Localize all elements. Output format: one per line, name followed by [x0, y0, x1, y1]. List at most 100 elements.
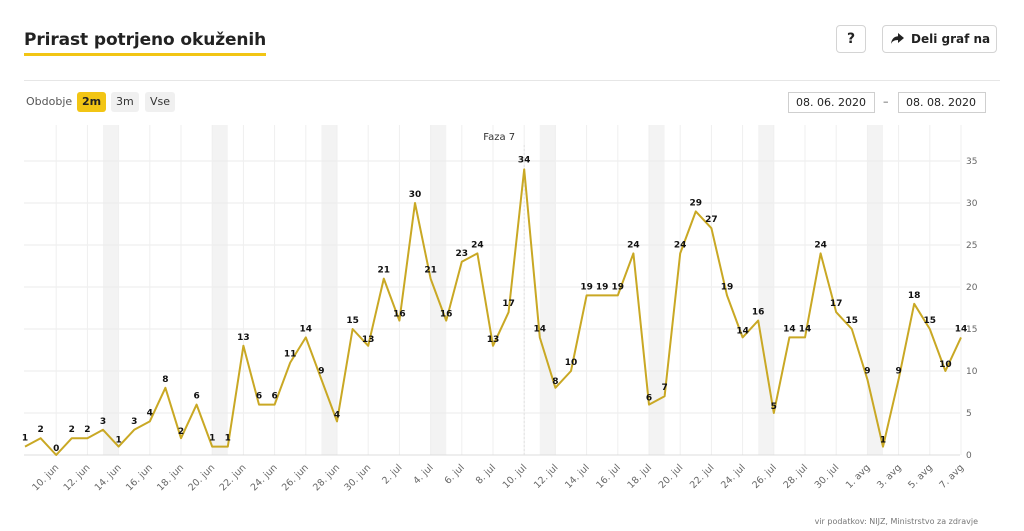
header-divider — [24, 80, 1000, 81]
weekend-band — [758, 125, 774, 455]
data-label: 24 — [814, 240, 827, 250]
data-label: 6 — [256, 392, 262, 402]
x-tick-label: 18. jul — [626, 462, 655, 491]
data-label: 24 — [627, 240, 640, 250]
x-tick-label: 28. jul — [782, 462, 811, 491]
data-label: 14 — [783, 324, 796, 334]
data-label: 15 — [924, 316, 937, 326]
data-label: 9 — [864, 366, 870, 376]
series-line — [24, 168, 962, 456]
y-tick-label: 5 — [966, 409, 972, 419]
data-label: 21 — [424, 266, 437, 276]
data-label: 16 — [393, 310, 406, 320]
weekend-band — [103, 125, 119, 455]
data-label: 10 — [939, 360, 952, 370]
data-label: 7 — [661, 383, 667, 393]
x-tick-label: 1. avg — [844, 462, 873, 491]
data-label: 15 — [846, 316, 859, 326]
data-label: 14 — [799, 324, 812, 334]
x-tick-label: 3. avg — [875, 462, 904, 491]
y-tick-label: 30 — [966, 199, 978, 209]
data-label: 15 — [346, 316, 359, 326]
source-note: vir podatkov: NIJZ, Ministrstvo za zdrav… — [814, 517, 978, 526]
y-tick-label: 0 — [966, 451, 972, 461]
period-all-button[interactable]: Vse — [145, 92, 176, 112]
x-tick-label: 14. jul — [563, 462, 592, 491]
annotation-label: Faza 7 — [483, 132, 515, 143]
x-tick-label: 24. jun — [249, 462, 280, 493]
data-label: 19 — [721, 282, 734, 292]
data-label: 30 — [409, 190, 422, 200]
date-from-field[interactable]: 08. 06. 2020 — [788, 92, 875, 113]
data-label: 5 — [771, 402, 777, 412]
data-label: 1 — [209, 434, 215, 444]
weekend-band — [649, 125, 665, 455]
chart-title: Prirast potrjeno okuženih — [24, 30, 266, 56]
y-tick-label: 10 — [966, 367, 978, 377]
data-label: 4 — [147, 408, 153, 418]
y-tick-label: 35 — [966, 157, 977, 167]
x-tick-label: 16. jun — [124, 462, 155, 493]
x-tick-label: 28. jun — [311, 462, 342, 493]
x-tick-label: 12. jun — [62, 462, 93, 493]
date-to-field[interactable]: 08. 08. 2020 — [898, 92, 986, 113]
data-label: 14 — [300, 324, 313, 334]
period-3m-button[interactable]: 3m — [111, 92, 139, 112]
data-label: 6 — [271, 392, 277, 402]
data-label: 6 — [193, 392, 199, 402]
data-label: 2 — [69, 425, 75, 435]
x-tick-label: 24. jul — [719, 462, 748, 491]
data-label: 10 — [565, 358, 578, 368]
y-tick-label: 15 — [966, 325, 977, 335]
data-label: 14 — [955, 324, 968, 334]
y-tick-label: 25 — [966, 241, 977, 251]
weekend-band — [539, 125, 556, 455]
x-tick-label: 2. jul — [380, 462, 404, 486]
data-label: 29 — [690, 198, 703, 208]
data-label: 19 — [612, 282, 625, 292]
x-tick-label: 4. jul — [411, 462, 435, 486]
data-label: 1 — [22, 434, 28, 444]
data-label: 2 — [37, 425, 43, 435]
data-label: 23 — [456, 249, 469, 259]
data-label: 3 — [100, 417, 106, 427]
data-label: 9 — [318, 366, 324, 376]
period-label: Obdobje — [26, 95, 73, 108]
data-label: 27 — [705, 215, 718, 225]
x-tick-label: 10. jun — [30, 462, 61, 493]
x-tick-label: 26. jun — [280, 462, 311, 493]
help-button[interactable]: ? — [836, 25, 866, 53]
weekend-band — [430, 125, 447, 455]
weekend-band — [212, 125, 228, 455]
data-label: 13 — [237, 333, 250, 343]
data-label: 8 — [162, 375, 168, 385]
share-button[interactable]: Deli graf na — [882, 25, 997, 53]
x-tick-label: 22. jun — [218, 462, 249, 493]
data-label: 19 — [596, 282, 609, 292]
data-label: 24 — [471, 240, 484, 250]
x-tick-label: 6. jul — [443, 462, 467, 486]
x-tick-label: 12. jul — [532, 462, 561, 491]
data-label: 4 — [334, 410, 340, 420]
data-label: 24 — [674, 240, 687, 250]
date-separator: – — [883, 95, 889, 108]
data-label: 2 — [178, 427, 184, 437]
data-label: 6 — [646, 394, 652, 404]
data-label: 18 — [908, 291, 921, 301]
x-tick-label: 20. jul — [657, 462, 686, 491]
data-label: 21 — [378, 266, 391, 276]
data-label: 3 — [131, 417, 137, 427]
data-label: 13 — [362, 335, 375, 345]
data-label: 11 — [284, 350, 297, 360]
period-2m-button[interactable]: 2m — [77, 92, 107, 112]
data-label: 8 — [552, 377, 558, 387]
data-label: 17 — [830, 299, 843, 309]
data-label: 19 — [580, 282, 593, 292]
x-tick-label: 22. jul — [688, 462, 717, 491]
data-label: 14 — [736, 326, 749, 336]
x-tick-label: 26. jul — [750, 462, 779, 491]
x-tick-label: 5. avg — [906, 462, 935, 491]
data-label: 14 — [534, 324, 547, 334]
share-button-label: Deli graf na — [911, 32, 991, 46]
